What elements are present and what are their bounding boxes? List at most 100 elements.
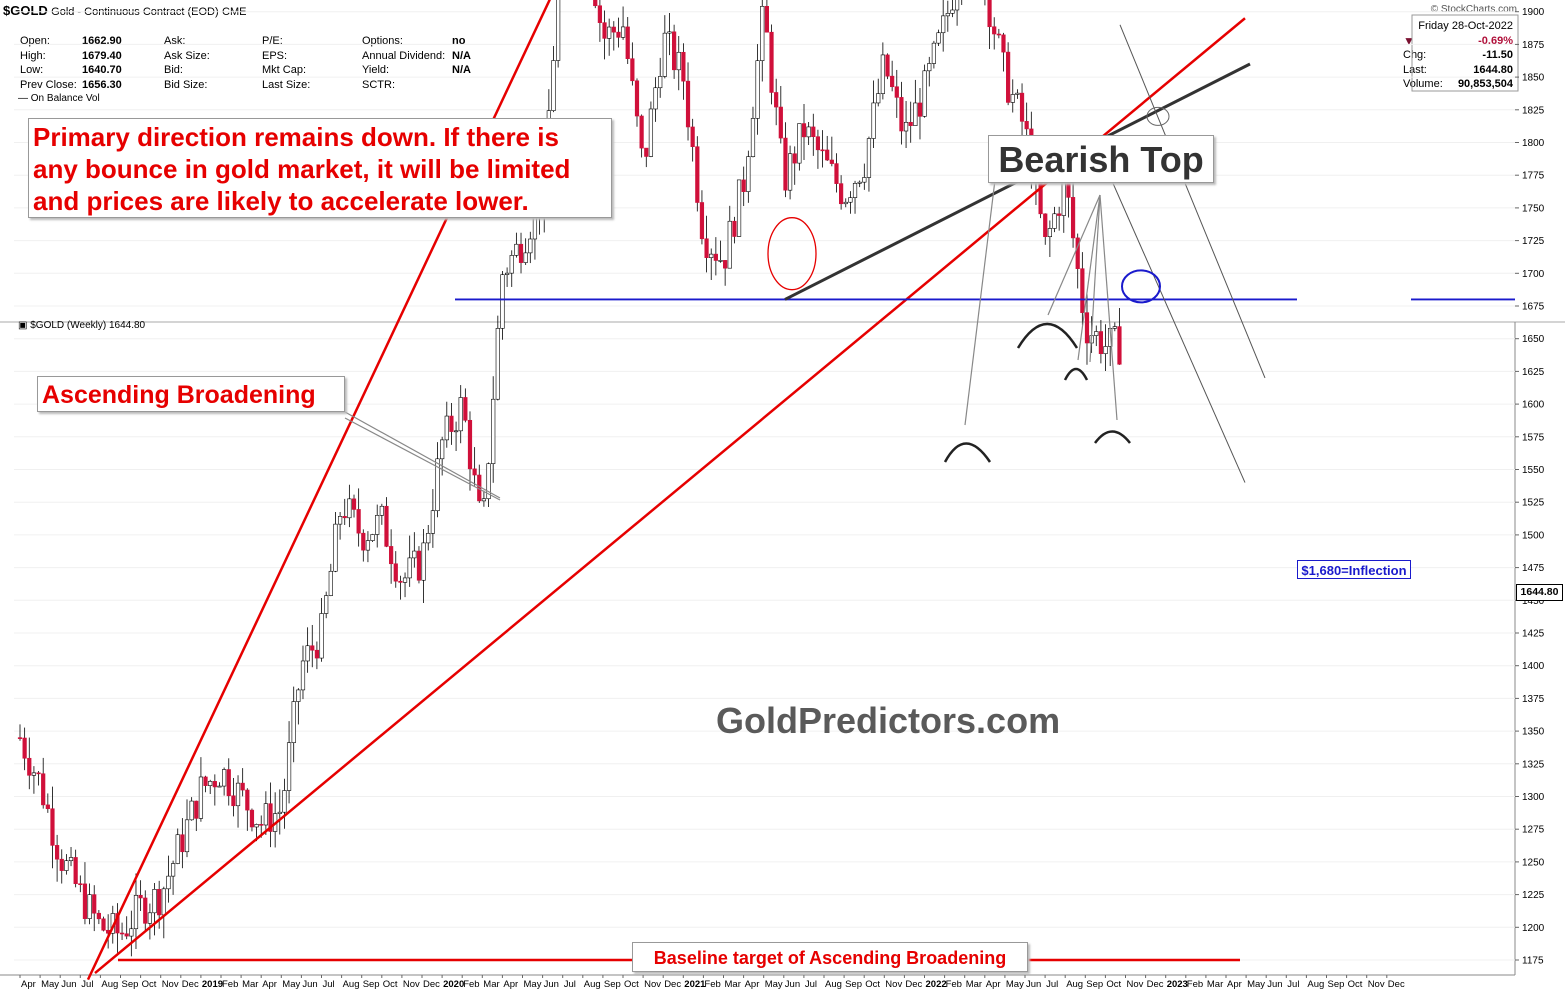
candle-up [166, 875, 171, 890]
y-tick-label: 1700 [1522, 269, 1545, 280]
candle-down [384, 505, 389, 547]
pointer-right-shoulder [1099, 194, 1118, 421]
x-tick-label: Apr [503, 979, 518, 990]
mktcap-label: Mkt Cap: [262, 64, 307, 76]
candle-up [954, 0, 960, 11]
upper-broadening-line [86, 0, 551, 981]
x-tick-label: Mar [242, 979, 258, 990]
candle-up [379, 505, 384, 516]
candle-up [375, 515, 380, 535]
head-arc [1016, 322, 1079, 349]
y-tick-label: 1750 [1522, 203, 1545, 214]
pointer-broadening-2 [344, 417, 501, 501]
candle-up [514, 243, 519, 256]
x-tick-label: Nov [1368, 979, 1385, 990]
candle-up [862, 177, 867, 183]
x-tick-label: Jul [81, 979, 93, 990]
candle-down [245, 789, 250, 811]
channel-upper [1119, 24, 1266, 379]
candle-down [92, 894, 97, 914]
candle-up [736, 179, 742, 237]
x-tick-label: Oct [624, 979, 639, 990]
y-tick-label: 1475 [1522, 563, 1545, 574]
candle-up [523, 252, 528, 263]
x-tick-label: May [1006, 979, 1024, 990]
candle-down [630, 58, 635, 82]
candle-down [393, 563, 398, 582]
candle-down [825, 149, 830, 161]
candle-up [509, 255, 514, 274]
candle-down [704, 238, 709, 258]
candle-down [310, 645, 315, 651]
candle-down [518, 243, 524, 263]
y-tick-label: 1375 [1522, 694, 1545, 705]
candle-up [880, 54, 885, 94]
x-tick-label: Feb [704, 979, 720, 990]
x-tick-label: Mar [966, 979, 982, 990]
dividend-label: Annual Dividend: [362, 49, 446, 62]
x-tick-label: May [1247, 979, 1265, 990]
candle-up [481, 498, 487, 502]
candle-down [1006, 51, 1011, 103]
candle-up [453, 430, 459, 433]
right-shoulder-arc [1093, 430, 1131, 444]
series-name: $GOLD (Weekly) 1644.80 [30, 320, 146, 331]
candle-down [890, 75, 895, 88]
candle-down [55, 845, 60, 860]
candle-up [222, 769, 227, 787]
x-tick-label: Jun [1267, 979, 1282, 990]
candle-down [829, 159, 834, 164]
candle-down [1080, 268, 1085, 313]
candle-down [1057, 213, 1062, 216]
candle-up [291, 701, 296, 744]
x-tick-label: Feb [1187, 979, 1203, 990]
candle-down [644, 147, 649, 157]
breakdown-circle [1121, 269, 1161, 304]
candle-down [774, 92, 779, 108]
candle-down [314, 649, 320, 659]
primary-direction-callout: Primary direction remains down. If there… [28, 118, 612, 218]
high-label: High: [20, 49, 46, 62]
y-tick-label: 1175 [1522, 956, 1544, 967]
candle-down [416, 550, 422, 581]
prev-close-label: Prev Close: [20, 78, 77, 91]
candle-up [402, 577, 408, 583]
candle-up [1047, 228, 1052, 238]
y-tick-label: 1775 [1522, 171, 1545, 182]
candle-down [602, 22, 607, 39]
retest-circle [1146, 106, 1170, 126]
candle-up [620, 26, 626, 38]
candle-up [296, 689, 301, 702]
x-tick-label: Nov [403, 979, 420, 990]
candle-down [783, 137, 788, 191]
candle-down [1075, 237, 1080, 269]
x-tick-label: Mar [725, 979, 741, 990]
candle-down [996, 33, 1001, 36]
candle-down [1001, 34, 1006, 53]
candle-down [801, 123, 807, 138]
candle-up [365, 540, 371, 551]
candle-down [259, 824, 264, 826]
candle-up [175, 834, 180, 864]
candle-up [806, 126, 811, 138]
chart-series-label: ▣ $GOLD (Weekly) 1644.80 [18, 320, 146, 331]
candle-down [361, 532, 366, 551]
candle-up [1112, 326, 1117, 329]
candle-up [430, 510, 435, 534]
x-tick-label: 2021 [684, 979, 706, 990]
x-tick-label: Dec [1147, 979, 1164, 990]
candle-up [876, 93, 881, 104]
x-tick-label: Sep [363, 979, 380, 990]
candle-up [189, 800, 194, 821]
candle-down [212, 781, 217, 788]
channel-lower [1094, 142, 1246, 483]
candle-up [161, 888, 166, 916]
candle-up [217, 785, 222, 788]
last-size-label: Last Size: [262, 78, 311, 91]
candle-down [50, 808, 55, 846]
x-tick-label: Sep [122, 979, 139, 990]
ascending-broadening-callout: Ascending Broadening [37, 376, 345, 412]
x-tick-label: May [765, 979, 783, 990]
candle-up [491, 398, 496, 464]
yield-value: N/A [452, 64, 471, 76]
